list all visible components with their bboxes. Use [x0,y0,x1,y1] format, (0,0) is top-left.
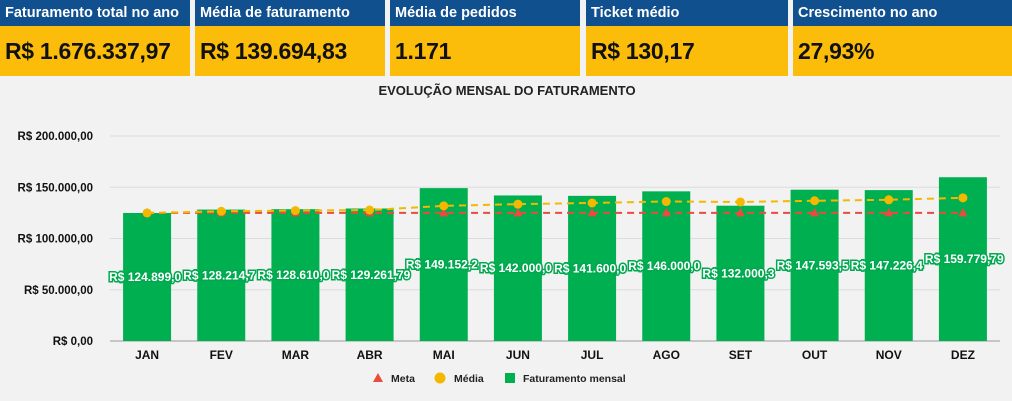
x-tick-label: MAI [433,348,455,362]
data-label: R$ 149.152,2 [406,258,478,272]
kpi-value: 1.171 [395,38,452,64]
x-tick-label: SET [729,348,753,362]
bar-series [123,177,987,341]
x-axis: JAN FEV MAR ABR MAI JUN JUL AGO SET OUT NOV DEZ [135,348,975,362]
kpi-title: Crescimento no ano [793,0,1012,26]
meta-marker [810,207,820,217]
monthly-revenue-chart: EVOLUÇÃO MENSAL DO FATURAMENTO R$ 0,00R$… [18,83,1006,385]
media-line [147,196,963,214]
meta-marker [513,207,523,217]
data-label: R$ 147.226,4 [851,259,923,273]
data-label: R$ 132.000,3 [702,266,774,280]
x-tick-label: AGO [653,348,680,362]
x-tick-label: MAR [282,348,310,362]
media-marker [735,197,745,207]
media-marker [661,197,671,207]
data-label: R$ 128.214,7 [183,268,255,282]
media-marker [884,195,894,205]
y-axis: R$ 0,00 R$ 50.000,00 R$ 100.000,00 R$ 150.0… [18,131,93,348]
y-tick-label: R$ 100.000,00 [18,234,93,246]
media-marker [290,206,300,216]
data-label: R$ 124.899,0 [109,270,181,284]
kpi-title: Média de pedidos [390,0,580,26]
kpi-title: Ticket médio [586,0,788,26]
x-tick-label: JUN [506,348,530,362]
meta-marker [958,207,968,217]
bar-jan [123,212,172,341]
kpi-title: Média de faturamento [195,0,385,26]
legend-meta-label: Meta [391,373,415,385]
bar-set [716,205,765,341]
data-label: R$ 129.261,79 [332,268,411,282]
x-tick-label: NOV [876,348,902,362]
kpi-value: R$ 130,17 [591,38,695,64]
meta-marker [587,207,597,217]
meta-marker [884,207,894,217]
bar-jul [568,195,617,341]
kpi-card-faturamento-total: Faturamento total no ano R$ 1.676.337,97 [0,0,190,76]
chart-title: EVOLUÇÃO MENSAL DO FATURAMENTO [378,83,635,98]
y-tick-label: R$ 50.000,00 [24,285,93,297]
y-tick-label: R$ 150.000,00 [18,182,93,194]
legend-meta-marker [373,373,383,382]
kpi-card-media-pedidos: Média de pedidos 1.171 [390,0,580,76]
x-tick-label: ABR [357,348,383,362]
legend-media-label: Média [454,373,484,385]
legend-media-marker [434,372,446,384]
legend-faturamento-marker [505,373,515,383]
data-label: R$ 141.600,0 [554,261,626,275]
line-series [142,193,968,218]
data-label: R$ 142.000,0 [480,261,552,275]
data-labels: R$ 124.899,0 R$ 128.214,7 R$ 128.610,0 R$ 1… [108,251,1006,286]
kpi-value: R$ 139.694,83 [200,38,348,64]
bar-dez [938,177,987,341]
chart-grid [110,135,1000,342]
media-marker [142,208,152,218]
y-tick-label: R$ 0,00 [53,336,93,348]
data-label: R$ 147.593,5 [777,258,849,272]
media-marker [587,198,597,208]
x-tick-label: DEZ [951,348,975,362]
x-tick-label: OUT [802,348,828,362]
media-marker [365,205,375,215]
meta-marker [735,207,745,217]
kpi-row: Faturamento total no ano R$ 1.676.337,97… [0,0,1012,78]
x-tick-label: JAN [135,348,159,362]
media-marker [958,193,968,203]
bar-jun [493,195,542,341]
data-label: R$ 159.779,79 [925,252,1004,266]
meta-marker [439,207,449,217]
media-marker [810,196,820,206]
bar-fev [197,209,246,341]
kpi-card-ticket-medio: Ticket médio R$ 130,17 [586,0,788,76]
data-label: R$ 146.000,0 [628,259,700,273]
kpi-card-crescimento: Crescimento no ano 27,93% [793,0,1012,76]
kpi-title: Faturamento total no ano [0,0,190,26]
x-tick-label: JUL [581,348,604,362]
media-marker [513,199,523,209]
data-label: R$ 128.610,0 [257,268,329,282]
chart-legend: Meta Média Faturamento mensal [373,372,626,385]
kpi-card-media-faturamento: Média de faturamento R$ 139.694,83 [195,0,385,76]
kpi-value: 27,93% [798,38,875,64]
media-marker [439,201,449,211]
bar-abr [345,208,394,341]
meta-marker [661,207,671,217]
bar-mar [271,209,320,341]
legend-faturamento-label: Faturamento mensal [523,373,626,385]
y-tick-label: R$ 200.000,00 [18,131,93,143]
x-tick-label: FEV [210,348,233,362]
kpi-value: R$ 1.676.337,97 [5,38,171,64]
media-marker [216,206,226,216]
